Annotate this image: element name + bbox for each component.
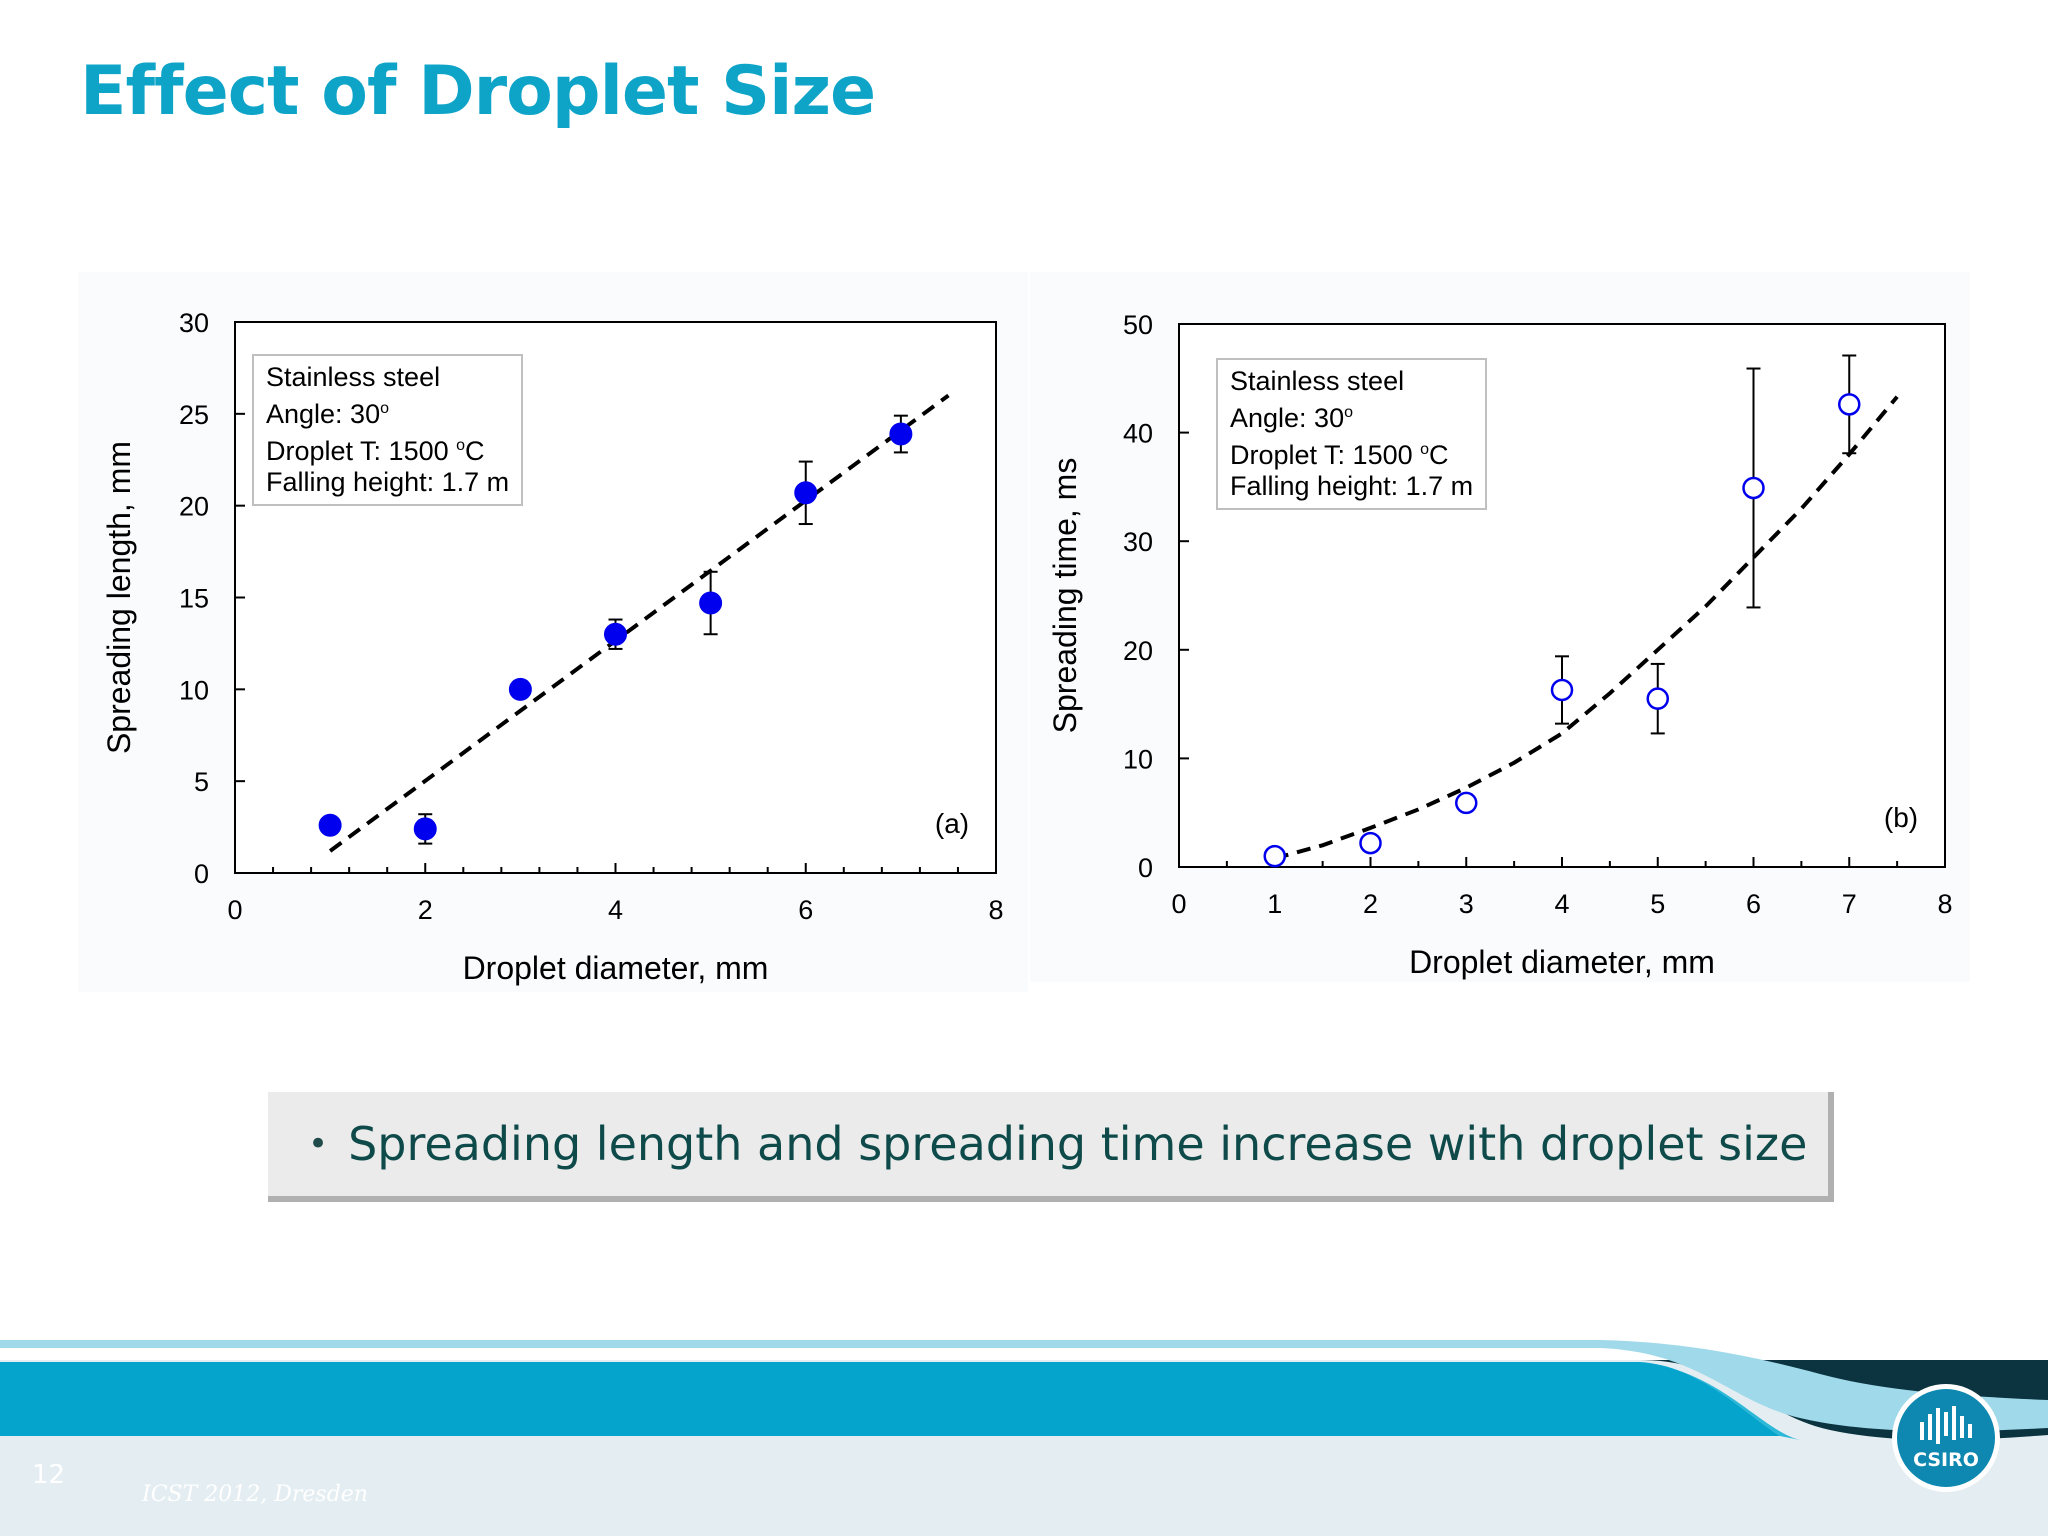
x-tick-label: 2 (1363, 889, 1378, 919)
bullet-icon: • (308, 1124, 329, 1164)
x-tick-label: 0 (227, 895, 242, 925)
panel-label: (b) (1884, 802, 1918, 833)
data-point (508, 677, 532, 701)
footer-band (0, 1340, 2048, 1536)
y-tick-label: 30 (1123, 527, 1153, 557)
y-axis-label: Spreading time, ms (1047, 458, 1083, 734)
logo-bar (1952, 1406, 1956, 1440)
x-tick-label: 8 (988, 895, 1003, 925)
chart-b: 0 1 2 3 4 5 6 7 8 0 10 20 30 40 50 Droplet diameter, mm… (1047, 310, 1953, 980)
data-point (1838, 393, 1861, 416)
legend-line: Stainless steel (1230, 366, 1405, 396)
logo-bar (1944, 1412, 1948, 1436)
data-point (1550, 678, 1574, 702)
x-tick-label: 4 (608, 895, 623, 925)
x-tick-label: 6 (798, 895, 813, 925)
logo-bar (1968, 1424, 1972, 1438)
x-axis-label: Droplet diameter, mm (1409, 944, 1715, 980)
legend-line: Stainless steel (266, 362, 441, 392)
y-tick-label: 40 (1123, 419, 1153, 449)
chart-a: 0 2 4 6 8 0 5 10 15 20 25 30 Droplet diameter, mm Spr… (101, 308, 1004, 986)
x-tick-label: 0 (1171, 889, 1186, 919)
logo-disc (1897, 1389, 1995, 1487)
csiro-logo-icon: CSIRO (1892, 1384, 2000, 1492)
data-point (699, 591, 723, 615)
footer-blue-curve (1640, 1362, 1800, 1440)
legend-line: Falling height: 1.7 m (1230, 471, 1474, 501)
summary-text: Spreading length and spreading time incr… (348, 1117, 1808, 1171)
x-axis-label: Droplet diameter, mm (463, 950, 769, 986)
data-point (794, 481, 818, 505)
logo-bar (1960, 1416, 1964, 1438)
y-tick-label: 20 (1123, 636, 1153, 666)
data-point (413, 817, 437, 841)
legend-line: Angle: 30o (266, 399, 389, 429)
data-point (1646, 687, 1669, 710)
x-tick-label: 1 (1267, 889, 1282, 919)
x-tick-label: 8 (1937, 889, 1952, 919)
logo-bar (1920, 1422, 1924, 1440)
slide-title: Effect of Droplet Size (80, 52, 876, 131)
chart-panel-b: 0 1 2 3 4 5 6 7 8 0 10 20 30 40 50 Droplet diameter, mm… (1030, 272, 1970, 982)
data-point (1455, 791, 1478, 815)
trend-line (1274, 395, 1899, 861)
data-point (1742, 476, 1765, 500)
chart-panel-a: 0 2 4 6 8 0 5 10 15 20 25 30 Droplet diameter, mm Spr… (78, 272, 1028, 992)
y-tick-label: 0 (1138, 853, 1153, 883)
legend-line: Angle: 30o (1230, 403, 1353, 433)
conference-label: ICST 2012, Dresden (142, 1482, 368, 1507)
y-tick-label: 10 (1123, 744, 1153, 774)
y-tick-label: 25 (179, 400, 209, 430)
x-tick-label: 5 (1650, 889, 1665, 919)
summary-callout: • Spreading length and spreading time in… (268, 1092, 1834, 1202)
data-point (889, 422, 913, 446)
data-point (1359, 831, 1382, 855)
trend-line (328, 393, 950, 853)
y-tick-label: 15 (179, 584, 209, 614)
data-point (1263, 844, 1286, 868)
logo-bar (1928, 1414, 1932, 1440)
footer-blue-band (0, 1362, 1780, 1436)
x-tick-label: 4 (1554, 889, 1569, 919)
legend-line: Droplet T: 1500 oC (266, 436, 485, 466)
x-tick-label: 7 (1842, 889, 1857, 919)
y-tick-label: 0 (194, 859, 209, 889)
logo-bar (1936, 1408, 1940, 1444)
y-tick-label: 5 (194, 767, 209, 797)
panel-label: (a) (935, 808, 969, 839)
logo-text: CSIRO (1913, 1449, 1979, 1471)
y-axis-label: Spreading length, mm (101, 441, 137, 754)
page-number: 12 (32, 1460, 66, 1490)
y-tick-label: 30 (179, 308, 209, 338)
chart-b-legend: Stainless steel Angle: 30o Droplet T: 15… (1216, 358, 1488, 510)
data-point (604, 622, 627, 646)
x-tick-label: 3 (1459, 889, 1474, 919)
footer-light-stripe (0, 1340, 2048, 1432)
x-tick-label: 2 (418, 895, 433, 925)
y-tick-label: 50 (1123, 310, 1153, 340)
y-tick-label: 20 (179, 492, 209, 522)
legend-line: Droplet T: 1500 oC (1230, 440, 1449, 470)
chart-a-legend: Stainless steel Angle: 30o Droplet T: 15… (252, 354, 524, 506)
x-tick-label: 6 (1746, 889, 1761, 919)
data-point (318, 813, 342, 837)
legend-line: Falling height: 1.7 m (266, 467, 510, 497)
y-tick-label: 10 (179, 675, 209, 705)
